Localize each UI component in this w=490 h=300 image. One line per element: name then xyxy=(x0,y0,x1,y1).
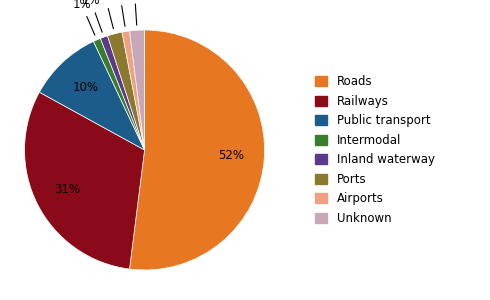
Legend: Roads, Railways, Public transport, Intermodal, Inland waterway, Ports, Airports,: Roads, Railways, Public transport, Inter… xyxy=(316,75,435,225)
Text: 31%: 31% xyxy=(54,183,80,196)
Text: 2%: 2% xyxy=(125,0,144,25)
Wedge shape xyxy=(39,41,145,150)
Wedge shape xyxy=(100,36,145,150)
Text: 1%: 1% xyxy=(73,0,95,35)
Wedge shape xyxy=(129,30,265,270)
Text: 10%: 10% xyxy=(73,80,98,94)
Text: 1%: 1% xyxy=(81,0,102,32)
Wedge shape xyxy=(129,30,145,150)
Wedge shape xyxy=(94,38,145,150)
Wedge shape xyxy=(107,32,145,150)
Text: 2%: 2% xyxy=(96,0,115,29)
Wedge shape xyxy=(24,92,145,269)
Text: 52%: 52% xyxy=(218,149,244,162)
Text: 1%: 1% xyxy=(110,0,129,26)
Wedge shape xyxy=(122,31,145,150)
